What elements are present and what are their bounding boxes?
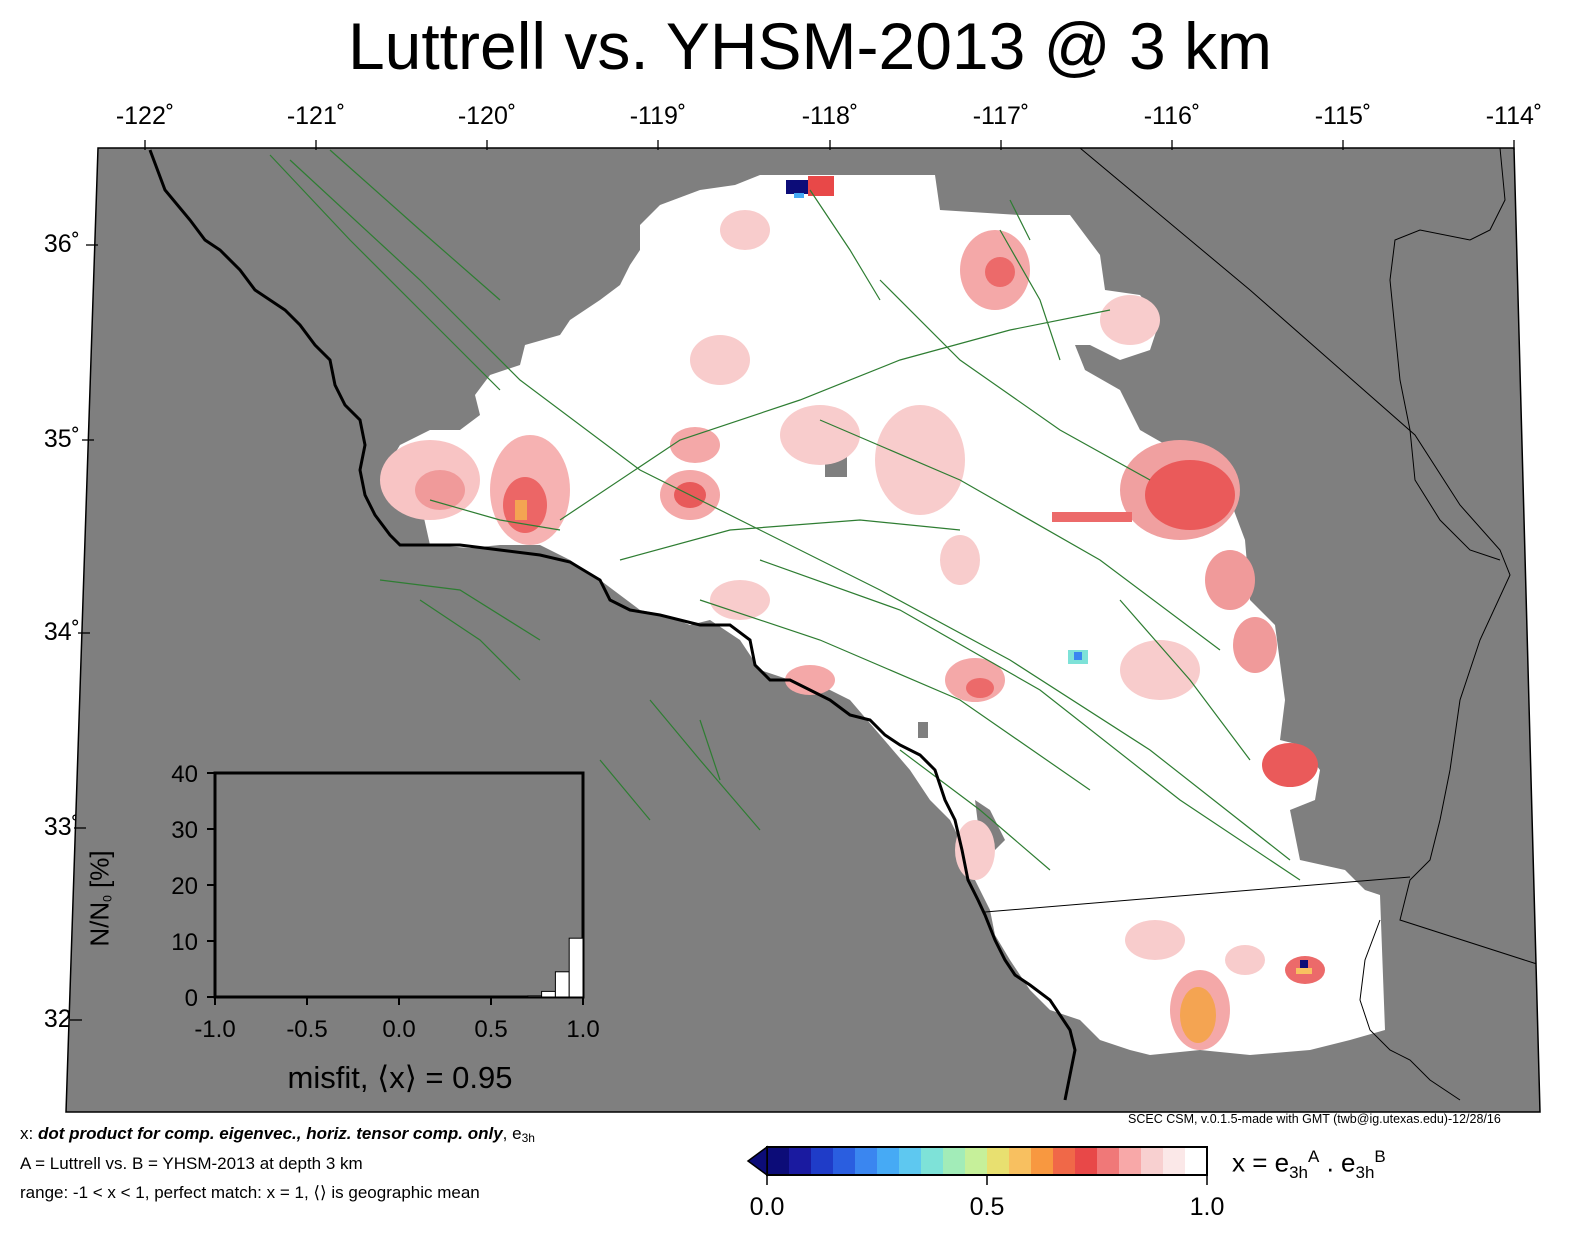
colorbar-swatch (987, 1147, 1010, 1175)
lon-tick-label: -118˚ (801, 102, 859, 130)
histogram-bar (527, 995, 543, 998)
lon-tick-label: -117˚ (972, 102, 1030, 130)
national-boundary (984, 876, 1411, 913)
no-data-patch (918, 722, 928, 738)
lat-tick-label: 33˚ (43, 813, 80, 841)
histogram-xtick: 0.5 (474, 1016, 508, 1043)
histogram-inset (207, 771, 585, 1005)
colorbar-ticks (766, 1175, 1208, 1185)
histogram-bar (541, 990, 556, 998)
colorbar-tick: 0.0 (749, 1193, 785, 1221)
histogram-xtick: -0.5 (286, 1016, 328, 1043)
histogram-ytick: 30 (171, 817, 198, 844)
misfit-mean-label: misfit, ⟨x⟩ = 0.95 (287, 1060, 513, 1095)
colorbar-swatch (811, 1147, 834, 1175)
colorbar-tick: 0.5 (969, 1193, 1005, 1221)
colorbar-swatch (965, 1147, 988, 1175)
colorbar (767, 1147, 1208, 1175)
colorbar-swatch (1119, 1147, 1142, 1175)
lat-tick-label: 36˚ (43, 230, 80, 258)
colorbar-swatch (1141, 1147, 1164, 1175)
colorbar-tick: 1.0 (1189, 1193, 1225, 1221)
caption-line-2: A = Luttrell vs. B = YHSM-2013 at depth … (20, 1154, 363, 1173)
lon-tick-label: -121˚ (286, 102, 346, 130)
histogram-ytick: 0 (184, 985, 198, 1012)
histogram-xtick: -1.0 (194, 1016, 236, 1043)
colorbar-swatch (1097, 1147, 1120, 1175)
colorbar-swatch (1075, 1147, 1098, 1175)
histogram-xtick: 0.0 (382, 1016, 416, 1043)
colorbar-swatch (833, 1147, 856, 1175)
low-misfit-hotspots (786, 176, 1312, 974)
lon-tick-label: -119˚ (629, 102, 687, 130)
map-title: Luttrell vs. YHSM-2013 @ 3 km (347, 9, 1273, 83)
histogram-plot-area (213, 771, 585, 999)
histogram-ytick: 10 (171, 929, 198, 956)
data-coverage-region (385, 175, 1385, 1055)
histogram-ytick: 20 (171, 873, 198, 900)
colorbar-swatch (1185, 1147, 1208, 1175)
histogram-ticks (207, 772, 584, 1005)
fault-traces (269, 149, 1301, 881)
histogram-xtick: 1.0 (566, 1016, 600, 1043)
lat-tick-label: 35˚ (43, 425, 80, 453)
colorbar-swatch (789, 1147, 812, 1175)
lon-tick-label: -122˚ (115, 102, 175, 130)
lat-tick-label: 34˚ (43, 618, 80, 646)
caption-line-1: x: dot product for comp. eigenvec., hori… (20, 1124, 535, 1145)
map-frame-ticks (70, 140, 1515, 1021)
histogram-ylabel: N/N0 [%] (84, 850, 115, 947)
colorbar-swatch (921, 1147, 944, 1175)
colorbar-swatch (877, 1147, 900, 1175)
lon-tick-label: -114˚ (1485, 102, 1543, 130)
histogram-ytick: 40 (171, 761, 198, 788)
caption-line-3: range: -1 < x < 1, perfect match: x = 1,… (20, 1183, 480, 1202)
coastline (148, 149, 1077, 1101)
colorbar-swatch (855, 1147, 878, 1175)
colorbar-swatch (767, 1147, 790, 1175)
colorbar-lower-triangle (746, 1145, 768, 1177)
colorbar-swatch (1009, 1147, 1032, 1175)
colorbar-swatch (943, 1147, 966, 1175)
lon-tick-label: -115˚ (1314, 102, 1372, 130)
histogram-bar (568, 937, 584, 998)
lon-tick-label: -120˚ (457, 102, 517, 130)
histogram-bar (554, 971, 570, 998)
river (1359, 919, 1461, 1101)
lon-tick-label: -116˚ (1143, 102, 1201, 130)
colorbar-swatch (899, 1147, 922, 1175)
colorbar-label: x = e3hA . e3hB (1232, 1147, 1386, 1182)
colorbar-swatch (1053, 1147, 1076, 1175)
colorbar-swatch (1163, 1147, 1186, 1175)
map-credit: SCEC CSM, v.0.1.5-made with GMT (twb@ig.… (1128, 1112, 1501, 1126)
state-boundary (1079, 148, 1540, 966)
river (1389, 148, 1506, 561)
colorbar-swatch (1031, 1147, 1054, 1175)
